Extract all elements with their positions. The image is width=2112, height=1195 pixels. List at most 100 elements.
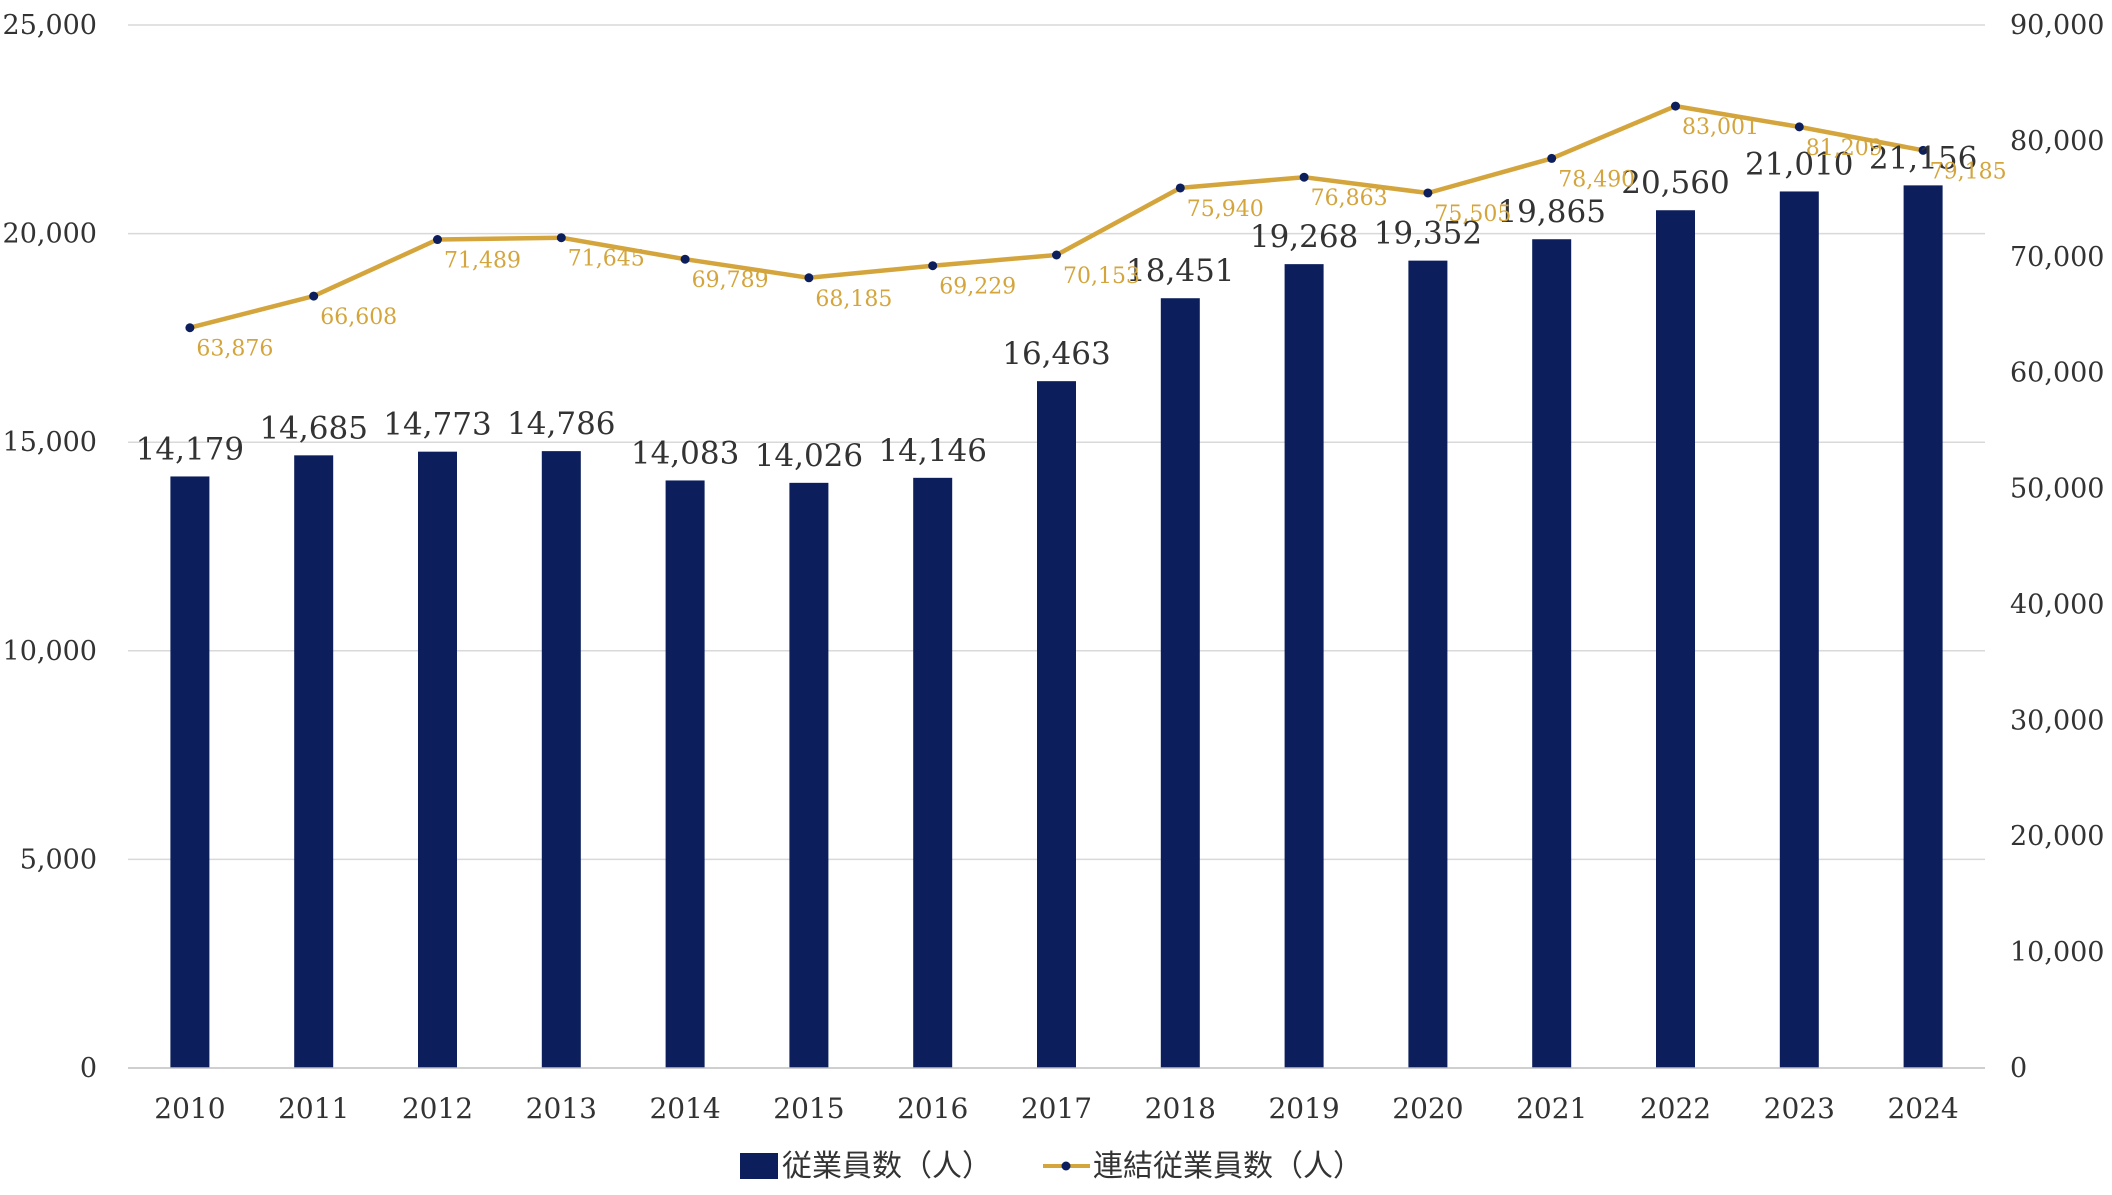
right-tick-label: 70,000 — [2010, 242, 2104, 273]
left-axis: 0 5,000 10,000 15,000 20,000 25,000 — [3, 10, 97, 1084]
line-value-label: 63,876 — [196, 337, 273, 362]
bar — [913, 477, 953, 1069]
legend-bar-swatch — [740, 1153, 778, 1179]
line-value-label: 75,940 — [1187, 197, 1264, 222]
x-tick-label: 2013 — [526, 1092, 597, 1125]
right-tick-label: 80,000 — [2010, 126, 2104, 157]
line-value-label: 76,863 — [1311, 186, 1388, 211]
line-point — [1299, 172, 1309, 182]
bar — [1284, 264, 1324, 1068]
bar — [541, 451, 581, 1069]
right-tick-label: 60,000 — [2010, 358, 2104, 389]
line-point — [1794, 122, 1804, 132]
legend-line-marker — [1061, 1161, 1071, 1171]
line-point — [1671, 101, 1680, 111]
x-tick-label: 2024 — [1887, 1092, 1958, 1125]
right-tick-label: 50,000 — [2010, 474, 2104, 505]
right-tick-label: 30,000 — [2010, 705, 2104, 736]
right-tick-label: 20,000 — [2010, 821, 2104, 852]
left-tick-label: 25,000 — [3, 10, 97, 41]
line-value-label: 68,185 — [815, 287, 892, 312]
x-tick-label: 2015 — [773, 1092, 844, 1125]
bar-data-labels: 14,179 14,685 14,773 14,786 14,083 14,026 14,1… — [136, 140, 1978, 473]
bar-value-label: 19,865 — [1497, 194, 1605, 230]
x-tick-label: 2019 — [1268, 1092, 1339, 1125]
right-tick-label: 90,000 — [2010, 10, 2104, 41]
line-value-label: 66,608 — [320, 305, 397, 330]
line-point — [433, 235, 442, 245]
bar-value-label: 21,010 — [1745, 146, 1853, 182]
bar-value-label: 14,146 — [878, 433, 986, 469]
line-data-labels: 63,876 66,608 71,489 71,645 69,789 68,185 69,2… — [196, 115, 2006, 362]
x-tick-label: 2020 — [1392, 1092, 1463, 1125]
line-point — [309, 291, 319, 301]
line-value-label: 83,001 — [1682, 115, 1759, 140]
bar-value-label: 16,463 — [1002, 336, 1110, 372]
right-axis: 0 10,000 20,000 30,000 40,000 50,000 60,000 70,… — [2010, 10, 2104, 1084]
x-axis: 2010 2011 2012 2013 2014 2015 2016 2017 2018 2019… — [128, 1067, 1985, 1125]
line-point — [1918, 145, 1928, 155]
right-tick-label: 10,000 — [2010, 937, 2104, 968]
bar — [1779, 191, 1819, 1069]
bar-value-label: 14,685 — [259, 410, 367, 446]
bar — [418, 451, 457, 1069]
line-value-label: 81,209 — [1806, 136, 1883, 161]
bar-value-label: 21,156 — [1869, 140, 1977, 176]
x-tick-label: 2012 — [402, 1092, 473, 1125]
bar-value-label: 14,026 — [755, 438, 863, 474]
line-point — [1052, 250, 1061, 260]
left-tick-label: 0 — [80, 1053, 97, 1084]
x-tick-label: 2017 — [1021, 1092, 1092, 1125]
bar — [294, 455, 334, 1068]
bar-value-label: 19,268 — [1250, 219, 1358, 255]
bar-value-label: 18,451 — [1126, 253, 1234, 289]
x-tick-label: 2018 — [1145, 1092, 1216, 1125]
x-tick-label: 2023 — [1764, 1092, 1835, 1125]
bar — [1903, 185, 1943, 1068]
x-tick-label: 2022 — [1640, 1092, 1711, 1125]
line-value-label: 70,153 — [1063, 264, 1140, 289]
bar — [1408, 260, 1448, 1069]
line-point — [680, 254, 690, 264]
x-tick-label: 2016 — [897, 1092, 968, 1125]
line-value-label: 69,789 — [692, 268, 769, 293]
line-value-label: 78,490 — [1558, 167, 1635, 192]
left-tick-label: 20,000 — [3, 219, 97, 250]
bar-value-label: 14,773 — [383, 407, 491, 443]
right-tick-label: 40,000 — [2010, 589, 2104, 620]
line-point — [1423, 188, 1433, 198]
legend-line-label: 連結従業員数（人） — [1093, 1149, 1363, 1184]
bar — [1656, 210, 1695, 1068]
bar — [665, 480, 705, 1068]
right-tick-label: 0 — [2010, 1053, 2027, 1084]
bar-value-label: 14,786 — [507, 406, 615, 442]
bar — [789, 482, 829, 1068]
x-tick-label: 2011 — [278, 1092, 349, 1125]
bar — [1160, 298, 1200, 1069]
x-tick-label: 2010 — [154, 1092, 225, 1125]
bar — [1037, 381, 1076, 1068]
line-value-label: 75,505 — [1434, 202, 1511, 227]
bar-value-label: 14,083 — [631, 435, 739, 471]
bar-series-employees — [170, 185, 1943, 1069]
line-series-consolidated — [185, 101, 1928, 333]
bar-value-label: 19,352 — [1374, 216, 1482, 252]
bar-value-label: 14,179 — [136, 431, 244, 467]
bar — [1532, 239, 1572, 1069]
line-value-label: 69,229 — [939, 275, 1016, 300]
bar — [170, 476, 210, 1068]
left-tick-label: 15,000 — [3, 427, 97, 458]
line-point — [556, 233, 566, 243]
line-point — [185, 323, 195, 333]
line-point — [928, 261, 938, 271]
line-value-label: 71,645 — [568, 247, 645, 272]
line-value-label: 79,185 — [1930, 159, 2007, 184]
bar-value-label: 20,560 — [1621, 165, 1729, 201]
line-value-label: 71,489 — [444, 249, 521, 274]
x-tick-label: 2014 — [649, 1092, 720, 1125]
line-point — [804, 273, 814, 283]
x-tick-label: 2021 — [1516, 1092, 1587, 1125]
line-point — [1547, 153, 1557, 163]
left-tick-label: 5,000 — [20, 844, 97, 875]
